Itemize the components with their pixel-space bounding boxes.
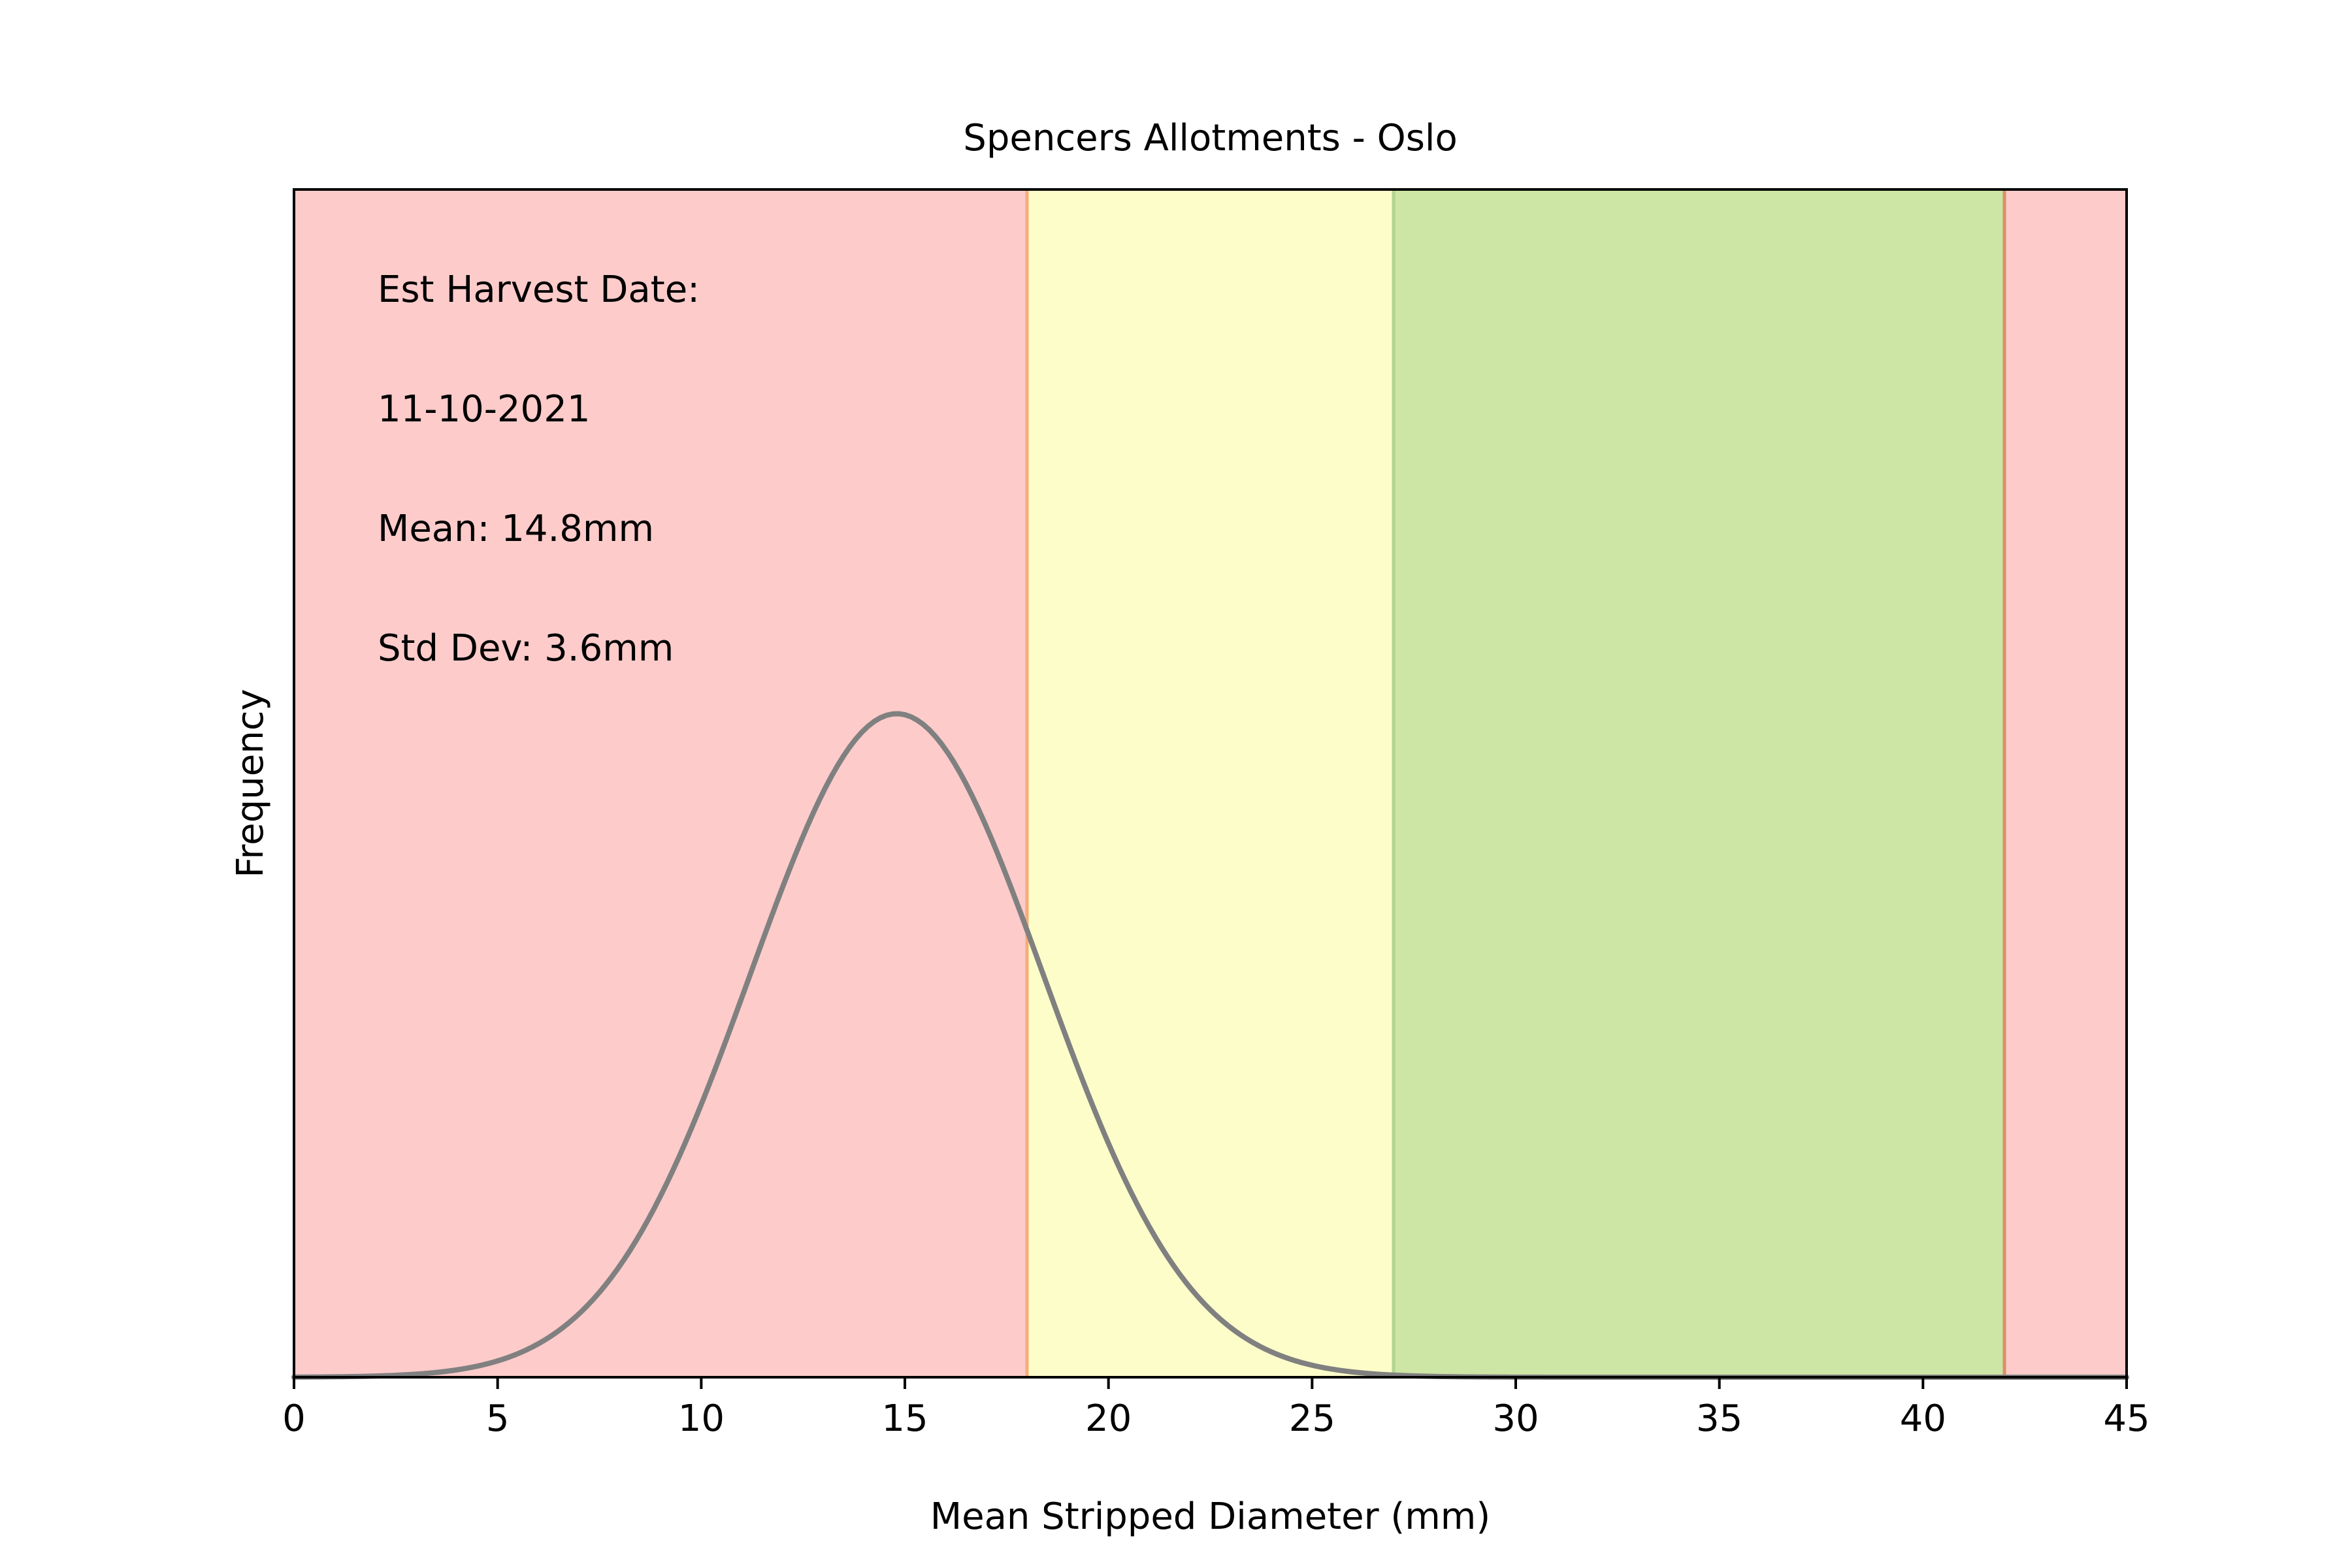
chart-title: Spencers Allotments - Oslo <box>963 117 1457 159</box>
zone-band-3 <box>2004 189 2127 1377</box>
x-tick-label-40: 40 <box>1900 1397 1946 1440</box>
x-tick-label-45: 45 <box>2103 1397 2149 1440</box>
x-tick-label-10: 10 <box>678 1397 725 1440</box>
x-axis-ticks: 0 5 10 15 20 25 30 35 40 45 <box>282 1377 2150 1440</box>
x-tick-label-0: 0 <box>282 1397 306 1440</box>
mean-annotation: Mean: 14.8mm <box>378 508 654 550</box>
x-tick-label-15: 15 <box>881 1397 928 1440</box>
plot-frame <box>293 188 2128 1379</box>
zone-band-2 <box>1394 189 2004 1377</box>
zone-band-1 <box>1027 189 1394 1377</box>
std-dev-annotation: Std Dev: 3.6mm <box>378 627 674 670</box>
zone-bands <box>294 189 2127 1377</box>
x-tick-label-5: 5 <box>486 1397 510 1440</box>
zone-band-edges <box>1025 189 2006 1377</box>
y-axis-label: Frequency <box>229 689 272 877</box>
harvest-date-value: 11-10-2021 <box>378 388 590 431</box>
harvest-date-label: Est Harvest Date: <box>378 269 700 311</box>
zone-band-0 <box>294 189 1027 1377</box>
x-tick-label-20: 20 <box>1085 1397 1132 1440</box>
x-axis-label: Mean Stripped Diameter (mm) <box>930 1495 1490 1538</box>
x-tick-label-30: 30 <box>1492 1397 1539 1440</box>
x-tick-label-25: 25 <box>1289 1397 1335 1440</box>
x-tick-label-35: 35 <box>1696 1397 1742 1440</box>
